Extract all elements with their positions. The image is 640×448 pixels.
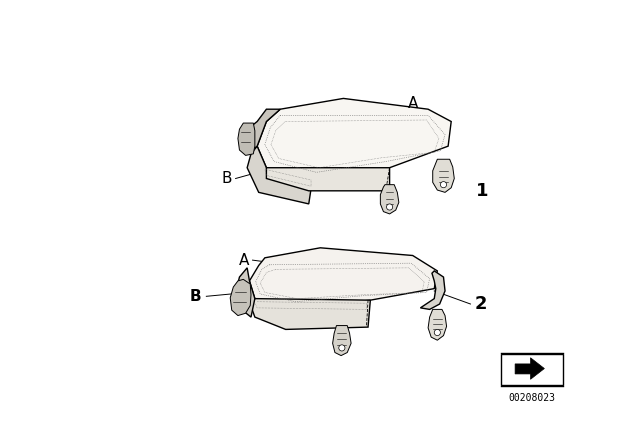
- Bar: [501, 354, 563, 385]
- Polygon shape: [428, 310, 447, 340]
- Circle shape: [435, 329, 440, 336]
- Polygon shape: [230, 280, 251, 315]
- Circle shape: [387, 204, 393, 210]
- Polygon shape: [433, 159, 454, 192]
- Text: B: B: [189, 289, 201, 304]
- Circle shape: [339, 345, 345, 351]
- Text: A: A: [239, 253, 250, 267]
- Text: 1: 1: [476, 182, 488, 200]
- Polygon shape: [251, 299, 371, 329]
- Polygon shape: [250, 248, 437, 308]
- Polygon shape: [247, 146, 312, 204]
- Polygon shape: [515, 358, 545, 379]
- Text: 00208023: 00208023: [509, 392, 556, 403]
- Polygon shape: [333, 326, 351, 356]
- Polygon shape: [266, 168, 390, 191]
- Polygon shape: [380, 185, 399, 214]
- Polygon shape: [257, 99, 451, 178]
- Text: 2: 2: [474, 295, 487, 313]
- Circle shape: [440, 181, 447, 188]
- Polygon shape: [243, 109, 280, 154]
- Polygon shape: [420, 271, 445, 310]
- Polygon shape: [238, 123, 255, 155]
- Text: A: A: [408, 96, 418, 111]
- Polygon shape: [236, 268, 255, 317]
- Text: B: B: [221, 171, 232, 186]
